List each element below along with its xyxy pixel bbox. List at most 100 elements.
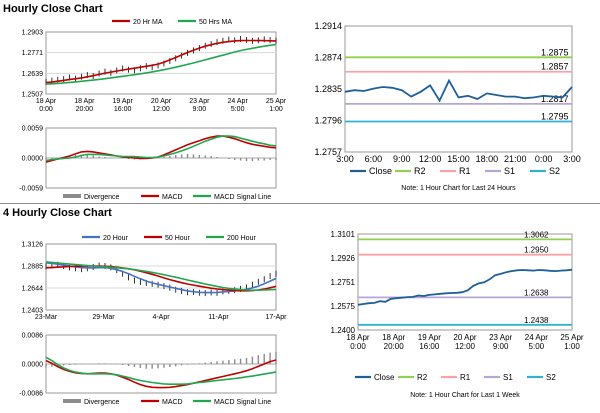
y-tick-label: 1.2644: [22, 286, 44, 293]
series-line-2: [45, 135, 277, 162]
y-tick-label: 1.2885: [22, 264, 44, 271]
legend-label: Divergence: [84, 194, 120, 201]
four-hourly-macd-chart: 0.0086 0.0000 -0.0086 Divergence MACD MACD Si…: [19, 333, 277, 406]
plot-frame: [344, 25, 573, 153]
x-tick-label: 12:00: [419, 154, 442, 164]
y-tick-label: 0.0059: [22, 126, 44, 133]
y-tick-label: 0.0000: [22, 156, 44, 163]
x-tick-label: 0:00: [535, 154, 553, 164]
x-tick-label: 18:00: [476, 154, 499, 164]
legend-label: MACD Signal Line: [214, 194, 271, 201]
series-line-1: [45, 39, 277, 84]
legend-label: 50 Hrs MA: [199, 19, 232, 26]
legend-label: R1: [459, 166, 471, 176]
x-tick-label: 11-Apr: [208, 314, 229, 321]
chart-note: Note: 1 Hour Chart for Last 1 Week: [410, 392, 520, 399]
y-tick-label: 1.2639: [22, 71, 44, 78]
legend-label: R2: [414, 166, 426, 176]
x-tick-label: 23 Apr 9:00: [489, 333, 512, 351]
legend-label: S1: [504, 166, 515, 176]
four-hourly-section-title: 4 Hourly Close Chart: [3, 207, 112, 219]
x-tick-label: 21:00: [504, 154, 527, 164]
x-tick-label: 17-Apr: [265, 314, 287, 321]
x-tick-label: 29-Mar: [92, 314, 115, 321]
legend-swatch: [63, 399, 81, 403]
x-tick-label: 20 Apr 12:00: [151, 98, 172, 113]
y-tick-label: 1.2751: [331, 278, 356, 287]
legend-label: S1: [503, 373, 513, 382]
pivot-label-r2: 1.2875: [541, 47, 569, 57]
pivot-label-r1: 1.2857: [541, 62, 569, 72]
x-tick-label: 24 Apr 5:00: [228, 98, 249, 113]
legend-label: Close: [374, 373, 395, 382]
x-tick-label: 18 Apr 0:00: [346, 333, 369, 351]
x-tick-label: 20 Apr 12:00: [453, 333, 476, 351]
legend-label: 20 Hour: [103, 235, 129, 242]
y-tick-label: 1.2403: [22, 308, 44, 315]
y-tick-label: 1.2796: [314, 116, 342, 126]
legend-label: R2: [417, 373, 428, 382]
x-tick-label: 4-Apr: [152, 314, 170, 321]
x-tick-label: 23-Mar: [35, 314, 58, 321]
y-tick-label: 0.0086: [22, 333, 44, 340]
pivot-label-s2: 1.2795: [541, 112, 569, 122]
pivot-label-s1: 1.2817: [541, 94, 569, 104]
series-line-2: [45, 43, 277, 85]
y-tick-label: 1.3101: [331, 230, 356, 239]
pivot-label-r2: 1.3062: [524, 230, 549, 239]
legend-label: R1: [460, 373, 471, 382]
x-tick-label: 24 Apr 5:00: [525, 333, 548, 351]
series-line-2: [45, 265, 277, 292]
section-divider: [0, 203, 600, 204]
legend-label: S2: [546, 373, 556, 382]
x-tick-label: 6:00: [365, 154, 383, 164]
x-tick-label: 15:00: [447, 154, 470, 164]
x-tick-label: 3:00: [563, 154, 581, 164]
legend-label: 50 Hour: [165, 235, 191, 242]
chart-note: Note: 1 Hour Chart for Last 24 Hours: [401, 185, 516, 192]
series-line-3: [45, 261, 277, 291]
plot-frame: [357, 233, 573, 331]
y-tick-label: 1.2835: [314, 84, 342, 94]
y-tick-label: 1.2575: [331, 302, 356, 311]
pivot-label-s2: 1.2438: [524, 316, 549, 325]
y-tick-label: 1.2400: [331, 326, 356, 335]
hourly-section-title: Hourly Close Chart: [3, 3, 103, 15]
legend-label: Close: [369, 166, 392, 176]
y-tick-label: 1.2926: [331, 254, 356, 263]
legend-label: 20 Hr MA: [133, 19, 163, 26]
y-tick-label: 1.2914: [314, 21, 342, 31]
x-tick-label: 19 Apr 16:00: [418, 333, 441, 351]
hourly-macd-chart: 0.0059 0.0000 -0.0059 Divergence MACD MACD Si…: [19, 126, 277, 201]
legend-label: MACD Signal Line: [214, 399, 271, 406]
pivot-label-r1: 1.2950: [524, 246, 549, 255]
y-tick-label: 1.3126: [22, 242, 44, 249]
x-tick-label: 18 Apr 20:00: [74, 98, 95, 113]
y-tick-label: 1.2874: [314, 53, 342, 63]
y-tick-label: 1.2771: [22, 50, 44, 57]
x-tick-label: 25 Apr 1:00: [266, 98, 287, 113]
x-tick-label: 23 Apr 9:00: [189, 98, 210, 113]
close-line: [344, 78, 573, 103]
x-tick-label: 18 Apr 20:00: [382, 333, 405, 351]
legend-label: S2: [549, 166, 560, 176]
legend-label: MACD: [162, 194, 183, 201]
y-tick-label: 1.2507: [22, 92, 44, 99]
hourly-close-pivot-chart: 1.2914 1.2874 1.2835 1.2796 1.2757 1.2875 1.28…: [314, 21, 581, 192]
plot-frame: [45, 243, 277, 311]
pivot-label-s1: 1.2638: [524, 288, 549, 297]
legend-label: MACD: [162, 399, 183, 406]
series-line-2: [45, 356, 277, 386]
four-hourly-close-pivot-chart: 1.3101 1.2926 1.2751 1.2575 1.2400 1.3062 1.29…: [331, 230, 584, 399]
x-tick-label: 18 Apr 0:00: [36, 98, 57, 113]
y-tick-label: -0.0059: [19, 186, 43, 193]
x-tick-label: 25 Apr 1:00: [560, 333, 583, 351]
legend-swatch: [63, 194, 81, 198]
x-tick-label: 9:00: [393, 154, 411, 164]
plot-frame: [45, 31, 277, 95]
close-line: [357, 268, 573, 306]
legend-label: 200 Hour: [227, 235, 256, 242]
y-tick-label: 1.2903: [22, 30, 44, 37]
